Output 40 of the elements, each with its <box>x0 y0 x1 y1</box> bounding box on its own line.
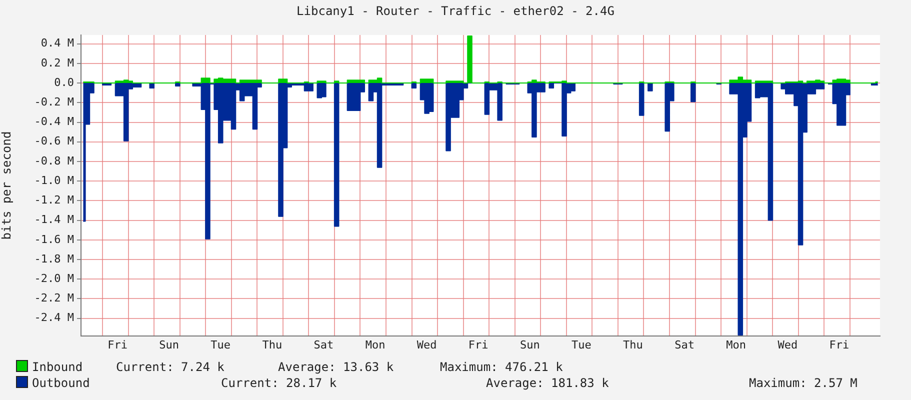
x-tick-label: Wed <box>778 338 798 352</box>
x-tick-label: Wed <box>416 338 437 352</box>
y-tick-label: 0.4 M <box>40 36 74 50</box>
x-tick-label: Sat <box>314 338 334 352</box>
text: Average: 181.83 k <box>486 376 609 390</box>
y-tick-label: -1.6 M <box>34 232 74 246</box>
y-tick-label: -2.2 M <box>34 292 74 305</box>
y-tick-label: -0.8 M <box>34 154 74 168</box>
y-tick-label: -0.4 M <box>34 115 74 128</box>
x-tick-label: Tue <box>210 338 231 352</box>
y-tick-label: -1.8 M <box>34 252 74 266</box>
chart-title: Libcany1 - Router - Traffic - ether02 - 2.4G <box>296 4 616 18</box>
y-tick-label: -1.0 M <box>34 174 74 187</box>
x-tick-label: Fri <box>468 338 488 352</box>
text: Current: 28.17 k <box>221 376 337 390</box>
x-tick-label: Mon <box>726 338 746 352</box>
y-tick-label: -0.2 M <box>34 96 74 109</box>
x-tick-label: Sun <box>159 338 179 352</box>
x-tick-label: Sun <box>520 338 540 352</box>
text: Average: 13.63 k <box>278 360 394 374</box>
x-tick-label: Thu <box>262 338 282 352</box>
x-tick-label: Thu <box>623 338 643 352</box>
x-tick-label: Tue <box>572 338 592 352</box>
y-axis-title: bits per second <box>0 131 14 240</box>
y-tick-label: -2.0 M <box>34 272 74 285</box>
text: Maximum: 2.57 M <box>749 376 858 390</box>
y-tick-label: 0.0 <box>54 76 74 89</box>
y-tick-label: 0.2 M <box>40 56 74 70</box>
text: Maximum: 476.21 k <box>440 360 563 374</box>
x-tick-label: Mon <box>365 338 386 352</box>
y-tick-label: -1.4 M <box>34 213 74 226</box>
y-tick-label: -0.6 M <box>34 134 74 148</box>
x-tick-label: Sat <box>674 338 694 352</box>
legend-label: Inbound <box>32 360 83 374</box>
legend-label: Outbound <box>32 376 90 390</box>
text: Current: 7.24 k <box>116 360 224 374</box>
x-tick-label: Fri <box>829 338 850 352</box>
y-tick-label: -2.4 M <box>34 311 74 324</box>
x-tick-label: Fri <box>108 338 128 352</box>
y-tick-label: -1.2 M <box>34 194 74 207</box>
